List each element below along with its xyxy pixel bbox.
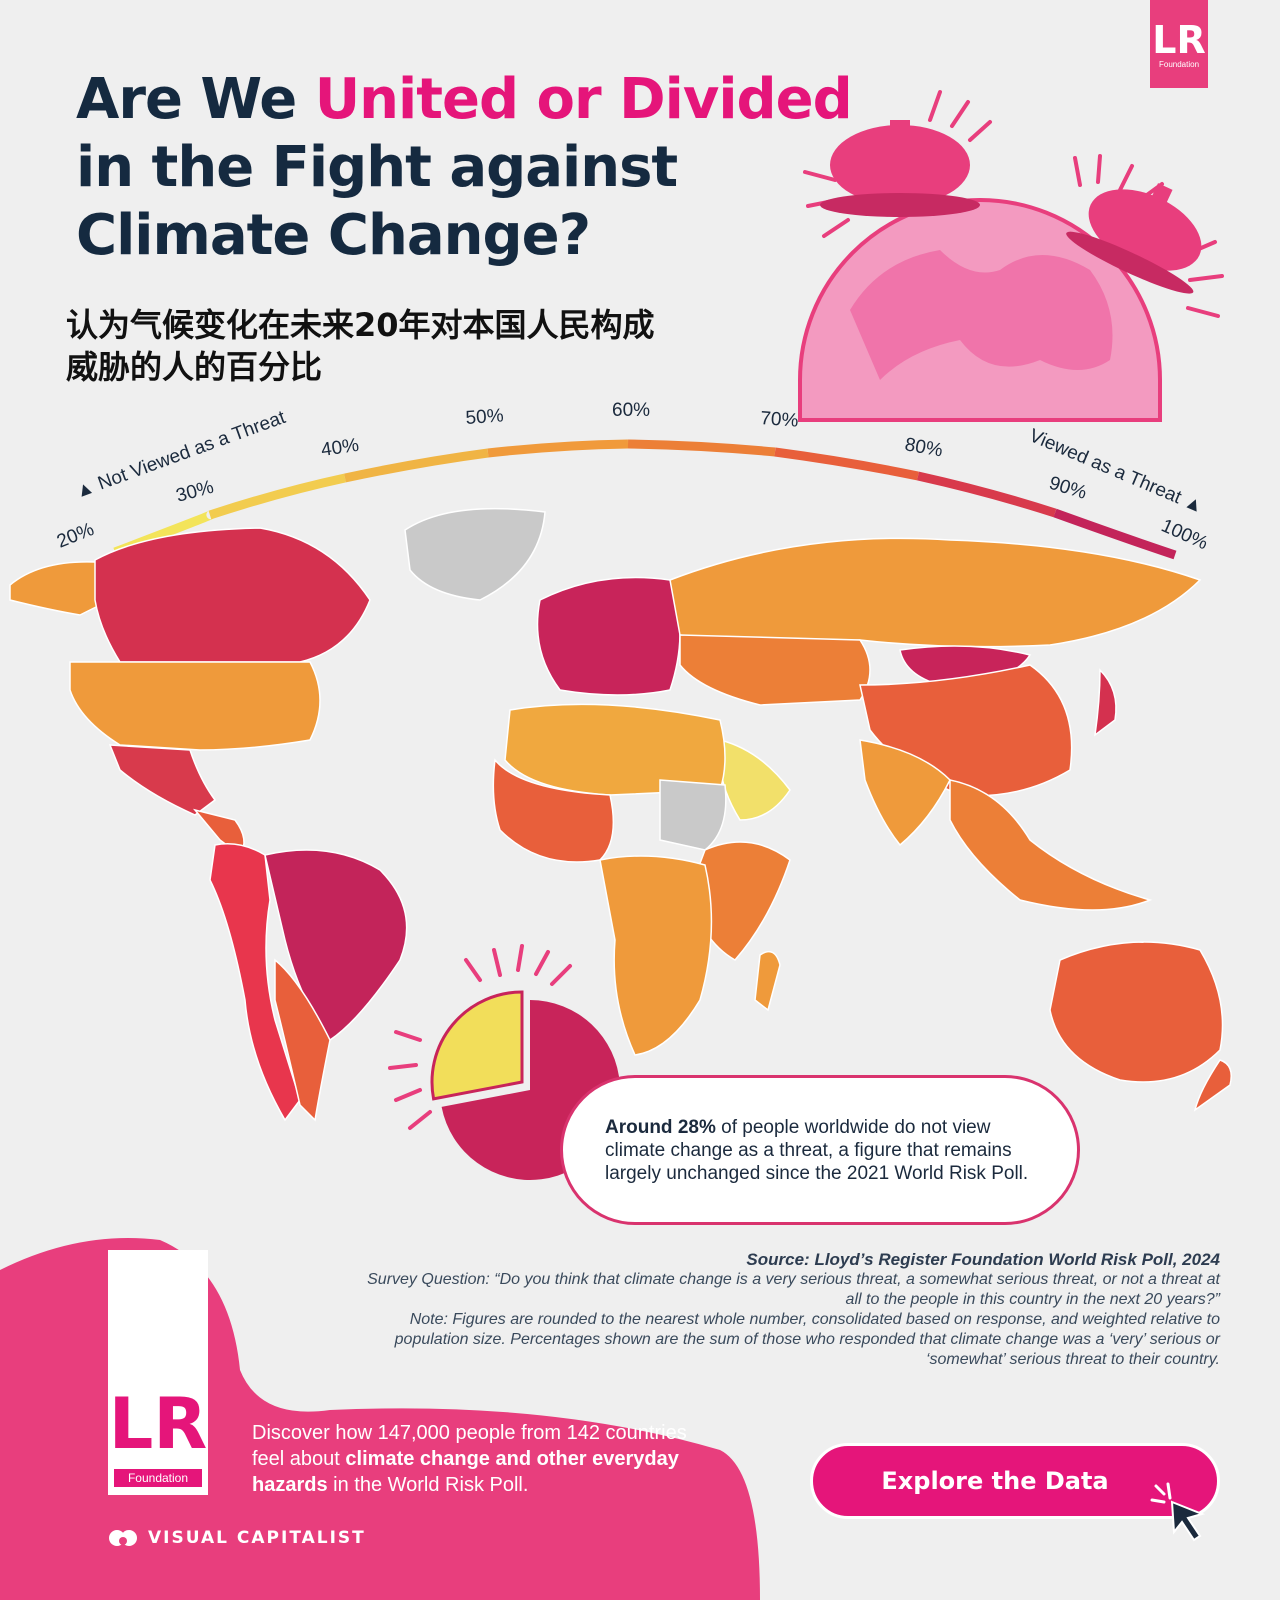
legend-tick: 90% — [1047, 473, 1090, 504]
legend-segment-60-70 — [627, 439, 776, 457]
title-line-3: Climate Change? — [76, 203, 591, 268]
legend-tick: 30% — [174, 477, 216, 507]
logo-letters: LR — [1152, 17, 1206, 62]
legend-segment-50-60 — [487, 439, 629, 458]
region-north-africa — [504, 703, 726, 796]
region-mexico — [108, 744, 217, 816]
legend-tick: 60% — [612, 400, 650, 421]
region-southeast-asia — [949, 779, 1153, 911]
region-usa — [69, 661, 321, 751]
discover-part-a: Discover how 147,000 people from 142 cou… — [252, 1422, 687, 1470]
pie-not-threat-slice — [430, 990, 524, 1101]
source-notes: Source: Lloyd’s Register Foundation Worl… — [360, 1250, 1220, 1370]
region-canada — [94, 527, 371, 663]
logo-subtext: Foundation — [1158, 59, 1200, 69]
discover-part-b: in the World Risk Poll. — [327, 1474, 529, 1496]
region-australia — [1049, 941, 1224, 1083]
legend-tick: 50% — [465, 405, 505, 429]
worldwide-callout: Around 28% of people worldwide do not vi… — [560, 1075, 1080, 1225]
subtitle-line-1: 认为气候变化在未来20年对本国人民构成 — [66, 306, 655, 344]
region-central-asia — [679, 634, 871, 706]
legend-tick: 20% — [54, 519, 97, 553]
region-india — [859, 739, 951, 847]
region-sahel-gray — [659, 779, 727, 851]
source-title: Source: Lloyd’s Register Foundation Worl… — [746, 1250, 1220, 1269]
legend-tick: 80% — [903, 434, 944, 461]
legend-segment-30-40 — [208, 473, 346, 520]
legend-segment-40-50 — [344, 448, 489, 483]
legend-segment-80-90 — [917, 471, 1057, 518]
legend-label-threat: Viewed as a Threat ▲ — [1026, 425, 1206, 517]
region-southern-africa — [599, 855, 713, 1056]
legend-segment-90-100 — [1053, 508, 1177, 560]
logo-subtext: Foundation — [114, 1469, 202, 1487]
logo-letters: LR — [108, 1383, 208, 1465]
region-europe — [536, 576, 681, 696]
title-highlight: United or Divided — [314, 67, 853, 132]
region-russia — [669, 537, 1202, 648]
alarm-clock-globe-illustration — [798, 90, 1224, 422]
lr-foundation-logo-top[interactable]: LR Foundation — [1150, 0, 1208, 88]
legend-segment-70-80 — [774, 447, 919, 481]
cta-label: Explore the Data — [881, 1467, 1109, 1495]
legend-tick: 70% — [760, 408, 800, 432]
title-part-1: Are We — [76, 67, 315, 132]
title-line-2: in the Fight against — [76, 135, 678, 200]
chinese-subtitle: 认为气候变化在未来20年对本国人民构成 威胁的人的百分比 — [66, 304, 655, 388]
callout-bold: Around 28% — [605, 1117, 716, 1138]
callout-text: of people worldwide do not view climate … — [605, 1117, 1029, 1184]
region-madagascar — [754, 950, 781, 1012]
legend-color-scale — [113, 439, 1177, 560]
page-title: Are We United or Divided in the Fight ag… — [76, 66, 853, 270]
cursor-icon — [1150, 1482, 1206, 1542]
visual-capitalist-icon — [109, 1530, 137, 1546]
brand-name: VISUAL CAPITALIST — [148, 1528, 366, 1548]
region-new-zealand — [1193, 1059, 1232, 1112]
discover-text: Discover how 147,000 people from 142 cou… — [252, 1420, 722, 1498]
region-southern-cone — [274, 958, 331, 1122]
visual-capitalist-brand[interactable]: VISUAL CAPITALIST — [108, 1528, 366, 1548]
survey-question: Survey Question: “Do you think that clim… — [367, 1271, 1220, 1308]
region-japan — [1094, 668, 1117, 737]
region-saudi-arabia — [718, 739, 791, 821]
legend-tick: 40% — [320, 435, 361, 461]
discover-bold: climate change and other everyday hazard… — [252, 1448, 679, 1496]
subtitle-line-2: 威胁的人的百分比 — [66, 348, 323, 386]
methodology-note: Note: Figures are rounded to the nearest… — [394, 1311, 1220, 1368]
lr-foundation-logo-bottom[interactable]: LR Foundation — [108, 1250, 208, 1495]
region-greenland — [404, 507, 546, 601]
explore-data-button[interactable]: Explore the Data — [810, 1443, 1220, 1519]
world-map: 20% 30% 40% 50% 60% 70% 80% 90% 100% ▲ N… — [9, 400, 1232, 1181]
